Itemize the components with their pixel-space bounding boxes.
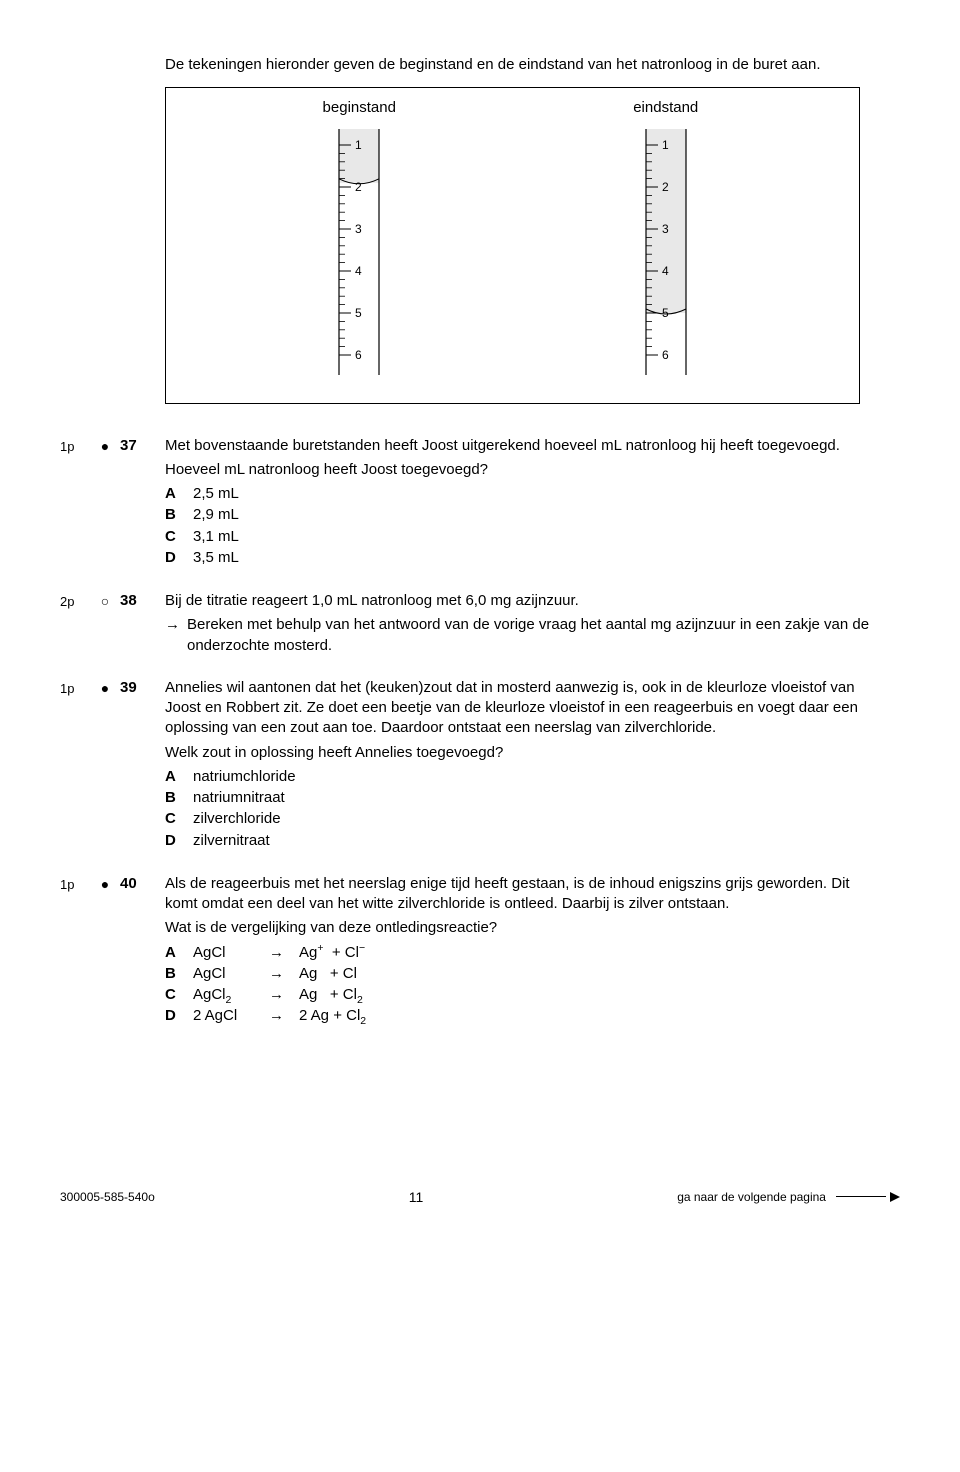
question-text: Hoeveel mL natronloog heeft Joost toegev… bbox=[165, 460, 870, 480]
svg-text:5: 5 bbox=[662, 306, 669, 320]
svg-text:4: 4 bbox=[355, 264, 362, 278]
burette-begin: 1 2 3 4 5 6 bbox=[314, 125, 404, 385]
points-label: 1p bbox=[60, 436, 90, 570]
svg-text:2: 2 bbox=[662, 180, 669, 194]
points-label: 2p bbox=[60, 591, 90, 656]
footer-line-icon bbox=[836, 1196, 886, 1197]
svg-text:2: 2 bbox=[355, 180, 362, 194]
options: A2,5 mL B2,9 mL C3,1 mL D3,5 mL bbox=[165, 484, 870, 568]
option-text: 3,1 mL bbox=[193, 527, 870, 547]
question-instruction: Bereken met behulp van het antwoord van … bbox=[187, 615, 870, 656]
option-letter: D bbox=[165, 831, 193, 851]
burette-figure: beginstand 1 2 3 4 5 6 eindstand 1 2 3 4 5 6 bbox=[165, 87, 860, 403]
option-text: 2,9 mL bbox=[193, 505, 870, 525]
option-text: 2,5 mL bbox=[193, 484, 870, 504]
page-number: 11 bbox=[409, 1188, 424, 1207]
svg-text:1: 1 bbox=[662, 138, 669, 152]
svg-text:5: 5 bbox=[355, 306, 362, 320]
footer-doc-code: 300005-585-540o bbox=[60, 1189, 155, 1205]
eq-lhs: AgCl bbox=[193, 964, 269, 984]
svg-text:1: 1 bbox=[355, 138, 362, 152]
option-text: 3,5 mL bbox=[193, 548, 870, 568]
question-text: Als de reageerbuis met het neerslag enig… bbox=[165, 874, 870, 915]
reaction-arrow-icon: → bbox=[269, 1006, 299, 1026]
equation-options: AAgCl→Ag+ + Cl− BAgCl→Ag + Cl CAgCl2→Ag … bbox=[165, 943, 870, 1027]
burette-eind-label: eindstand bbox=[621, 98, 711, 118]
question-number: 40 bbox=[120, 874, 165, 1028]
option-letter: B bbox=[165, 788, 193, 808]
option-text: zilvernitraat bbox=[193, 831, 870, 851]
option-letter: D bbox=[165, 1006, 193, 1026]
points-label: 1p bbox=[60, 678, 90, 852]
eq-lhs: AgCl2 bbox=[193, 985, 269, 1005]
option-letter: C bbox=[165, 527, 193, 547]
burette-begin-label: beginstand bbox=[314, 98, 404, 118]
burette-eind: 1 2 3 4 5 6 bbox=[621, 125, 711, 385]
option-text: zilverchloride bbox=[193, 809, 870, 829]
svg-text:4: 4 bbox=[662, 264, 669, 278]
option-letter: D bbox=[165, 548, 193, 568]
question-38: 2p 38 Bij de titratie reageert 1,0 mL na… bbox=[60, 591, 900, 656]
reaction-arrow-icon: → bbox=[269, 964, 299, 984]
marker-filled-icon bbox=[90, 874, 120, 1028]
svg-text:3: 3 bbox=[662, 222, 669, 236]
question-number: 39 bbox=[120, 678, 165, 852]
svg-text:6: 6 bbox=[355, 348, 362, 362]
eq-lhs: 2 AgCl bbox=[193, 1006, 269, 1026]
question-text: Annelies wil aantonen dat het (keuken)zo… bbox=[165, 678, 870, 739]
svg-text:6: 6 bbox=[662, 348, 669, 362]
question-39: 1p 39 Annelies wil aantonen dat het (keu… bbox=[60, 678, 900, 852]
question-text: Met bovenstaande buretstanden heeft Joos… bbox=[165, 436, 870, 456]
option-letter: A bbox=[165, 484, 193, 504]
footer-next-text: ga naar de volgende pagina bbox=[677, 1189, 826, 1205]
reaction-arrow-icon: → bbox=[269, 985, 299, 1005]
eq-rhs: 2 Ag + Cl2 bbox=[299, 1006, 870, 1026]
option-letter: A bbox=[165, 943, 193, 963]
eq-rhs: Ag + Cl bbox=[299, 964, 870, 984]
question-number: 38 bbox=[120, 591, 165, 656]
svg-text:3: 3 bbox=[355, 222, 362, 236]
question-text: Wat is de vergelijking van deze ontledin… bbox=[165, 918, 870, 938]
options: Anatriumchloride Bnatriumnitraat Czilver… bbox=[165, 767, 870, 851]
option-letter: B bbox=[165, 964, 193, 984]
question-text: Bij de titratie reageert 1,0 mL natronlo… bbox=[165, 591, 870, 611]
points-label: 1p bbox=[60, 874, 90, 1028]
footer-arrow-icon bbox=[890, 1192, 900, 1202]
eq-rhs: Ag + Cl2 bbox=[299, 985, 870, 1005]
marker-filled-icon bbox=[90, 436, 120, 570]
question-number: 37 bbox=[120, 436, 165, 570]
arrow-icon: → bbox=[165, 615, 187, 656]
option-letter: C bbox=[165, 809, 193, 829]
intro-text: De tekeningen hieronder geven de beginst… bbox=[165, 55, 860, 75]
option-text: natriumnitraat bbox=[193, 788, 870, 808]
reaction-arrow-icon: → bbox=[269, 943, 299, 963]
option-letter: C bbox=[165, 985, 193, 1005]
option-letter: B bbox=[165, 505, 193, 525]
option-letter: A bbox=[165, 767, 193, 787]
question-37: 1p 37 Met bovenstaande buretstanden heef… bbox=[60, 436, 900, 570]
marker-filled-icon bbox=[90, 678, 120, 852]
eq-rhs: Ag+ + Cl− bbox=[299, 943, 870, 963]
page-footer: 300005-585-540o 11 ga naar de volgende p… bbox=[60, 1188, 900, 1207]
option-text: natriumchloride bbox=[193, 767, 870, 787]
question-40: 1p 40 Als de reageerbuis met het neersla… bbox=[60, 874, 900, 1028]
question-text: Welk zout in oplossing heeft Annelies to… bbox=[165, 743, 870, 763]
eq-lhs: AgCl bbox=[193, 943, 269, 963]
marker-open-icon bbox=[90, 591, 120, 656]
